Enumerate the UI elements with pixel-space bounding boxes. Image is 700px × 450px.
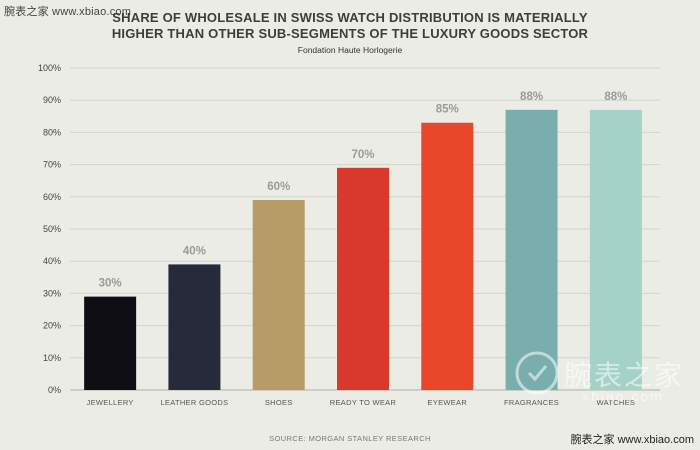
data-label: 40% <box>183 245 206 257</box>
bar <box>505 109 558 391</box>
data-label: 88% <box>520 91 543 103</box>
bar <box>337 167 389 390</box>
x-tick-label: LEATHER GOODS <box>160 398 228 407</box>
data-label: 85% <box>436 104 459 116</box>
y-tick-label: 90% <box>43 95 61 105</box>
y-tick-label: 70% <box>43 160 61 170</box>
data-label: 88% <box>604 91 627 103</box>
x-tick-label: SHOES <box>265 398 293 407</box>
y-tick-label: 0% <box>48 385 61 395</box>
y-tick-label: 40% <box>43 256 61 266</box>
x-tick-label: FRAGRANCES <box>504 398 559 407</box>
y-tick-label: 10% <box>43 353 61 363</box>
y-tick-label: 60% <box>43 192 61 202</box>
chart-title-line-1: SHARE OF WHOLESALE IN SWISS WATCH DISTRI… <box>112 10 588 25</box>
bar <box>589 109 642 391</box>
y-tick-label: 100% <box>38 63 61 73</box>
data-label: 70% <box>351 149 374 161</box>
watermark-brand: 腕表之家 <box>564 359 685 392</box>
bar <box>252 200 305 390</box>
bar <box>421 122 474 391</box>
watermark-logo: 腕表之家 xbiao.com <box>510 350 700 410</box>
chart-title-line-2: HIGHER THAN OTHER SUB-SEGMENTS OF THE LU… <box>111 26 589 41</box>
chart-source: SOURCE: MORGAN STANLEY RESEARCH <box>269 434 431 443</box>
data-label: 60% <box>267 181 290 193</box>
chart-subtitle: Fondation Haute Horlogerie <box>297 45 403 55</box>
y-tick-label: 50% <box>43 224 61 234</box>
bar <box>84 296 137 390</box>
x-tick-label: JEWELLERY <box>87 398 134 407</box>
chart-title: SHARE OF WHOLESALE IN SWISS WATCH DISTRI… <box>0 10 700 42</box>
clock-icon <box>515 351 559 395</box>
y-tick-label: 30% <box>43 288 61 298</box>
x-tick-label: EYEWEAR <box>427 398 467 407</box>
y-tick-label: 80% <box>43 127 61 137</box>
x-tick-label: READY TO WEAR <box>330 398 397 407</box>
data-label: 30% <box>99 278 122 290</box>
watermark-domain: xbiao.com <box>582 388 664 404</box>
y-tick-label: 20% <box>43 321 61 331</box>
x-tick-label: WATCHES <box>596 398 635 407</box>
bar <box>168 264 221 390</box>
watermark-bottom: 腕表之家 www.xbiao.com <box>570 434 694 446</box>
watermark-top: 腕表之家 www.xbiao.com <box>4 6 132 18</box>
